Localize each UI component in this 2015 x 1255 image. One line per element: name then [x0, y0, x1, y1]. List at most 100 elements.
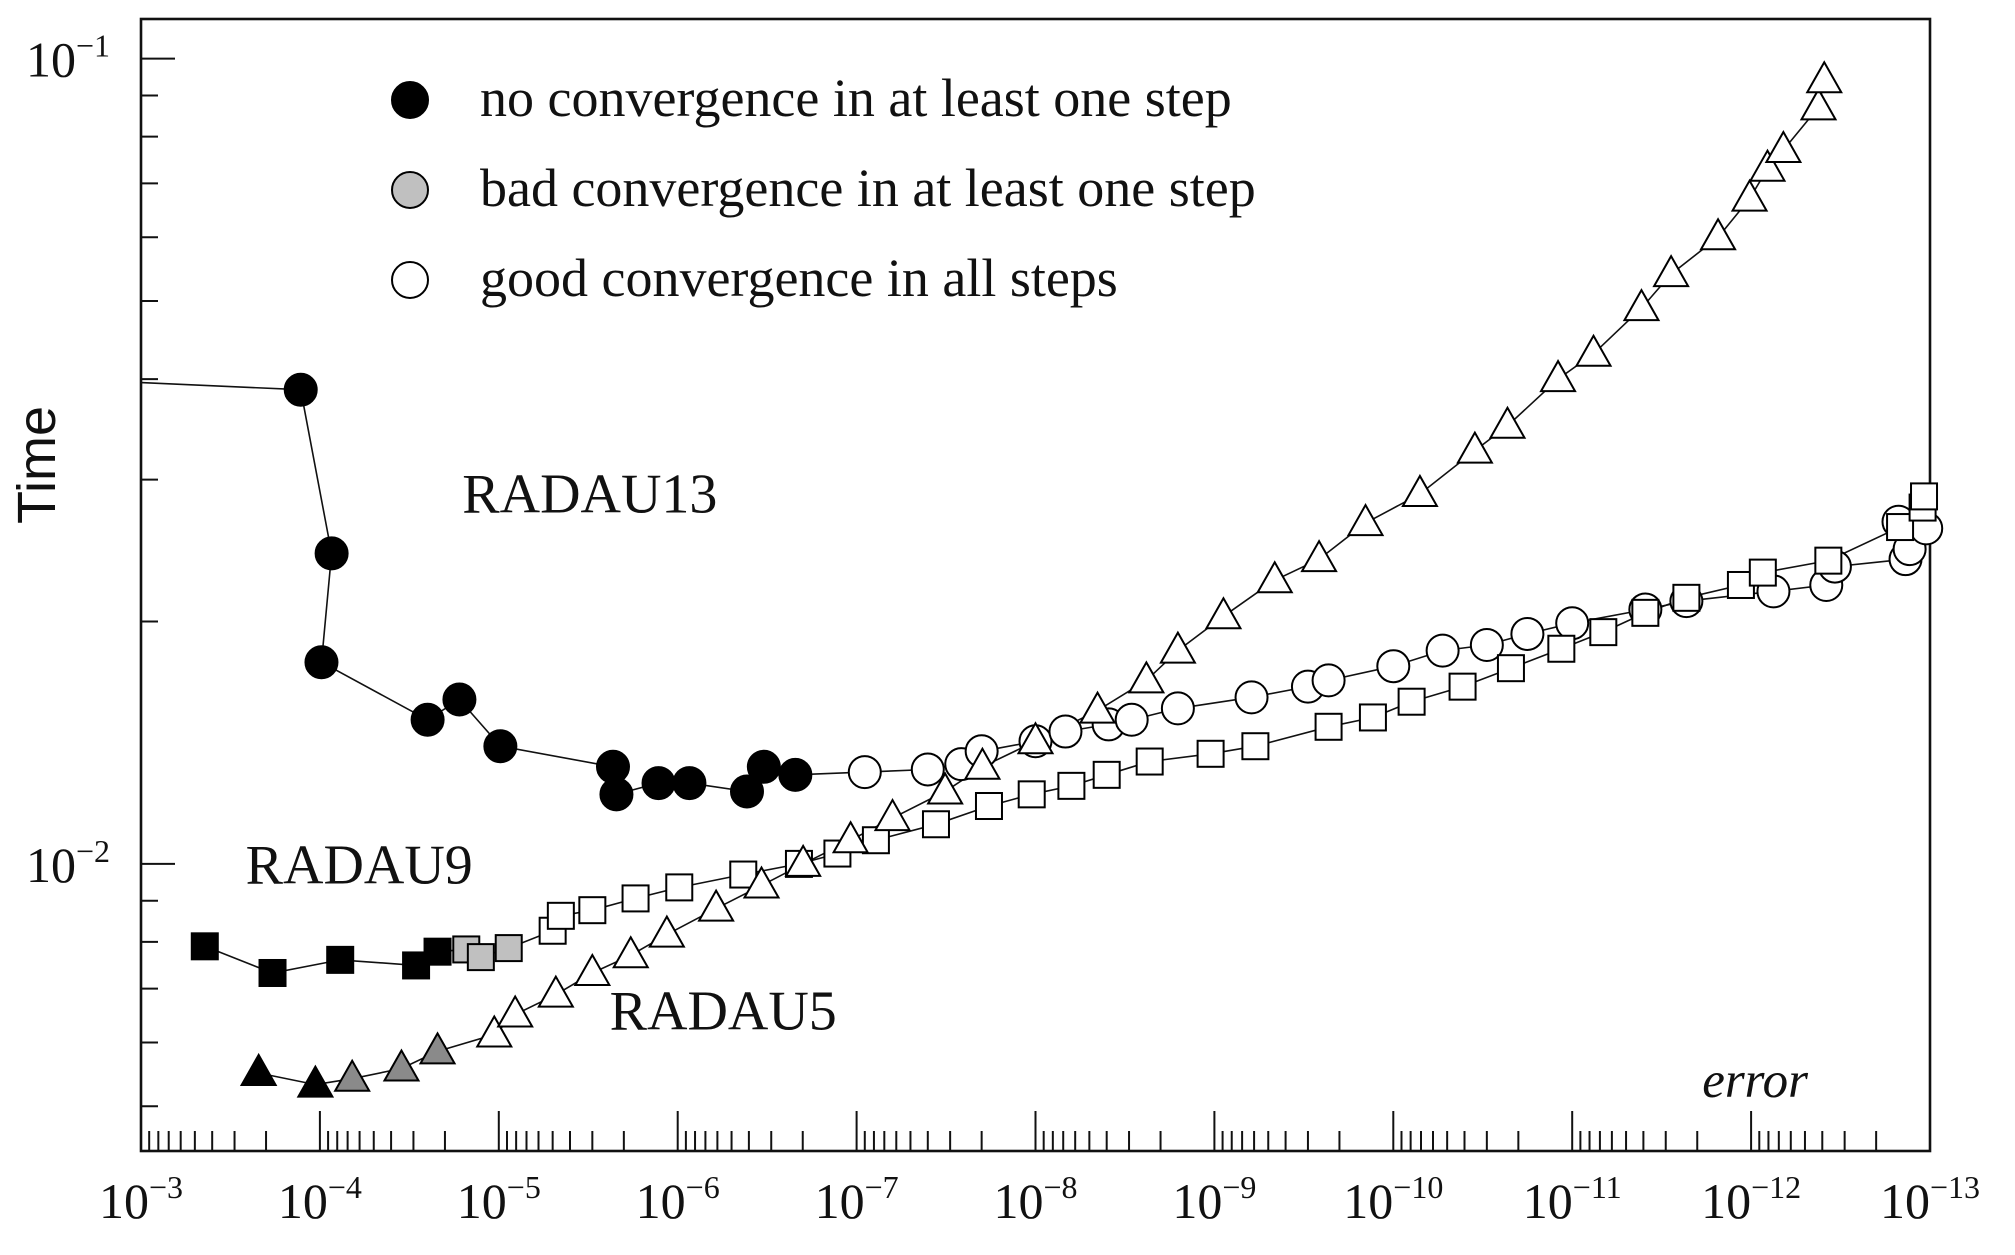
series-annotation-radau13: RADAU13	[462, 464, 717, 526]
series-markers	[190, 60, 1944, 1098]
data-point-radau13-12	[746, 749, 781, 784]
data-point-radau9-17	[921, 810, 950, 839]
data-point-radau9-12	[665, 873, 694, 902]
data-point-radau13-15	[910, 752, 945, 787]
data-point-radau5-1	[296, 1064, 335, 1098]
data-point-radau5-8	[573, 952, 612, 986]
x-tick-label: 10−4	[278, 1169, 362, 1229]
data-point-radau9-26	[1358, 703, 1387, 732]
data-point-radau5-12	[742, 865, 781, 899]
x-axis-label: error	[1702, 1053, 1808, 1109]
data-point-radau5-29	[1539, 359, 1577, 393]
y-tick-label: 10−1	[26, 28, 110, 88]
data-point-radau5-35	[1748, 148, 1787, 182]
data-point-radau9-19	[1017, 780, 1046, 809]
data-point-radau13-10	[672, 766, 707, 801]
data-point-radau5-23	[1256, 560, 1294, 594]
data-point-radau5-16	[926, 771, 964, 805]
x-tick-label: 10−7	[815, 1169, 899, 1229]
y-tick-label: 10−2	[26, 833, 110, 893]
x-tick-label: 10−12	[1701, 1169, 1801, 1229]
data-point-radau13-29	[1510, 616, 1545, 651]
x-tick-label: 10−10	[1343, 1169, 1443, 1229]
data-point-radau13-4	[410, 702, 445, 737]
y-axis-label: Time	[7, 406, 67, 524]
data-point-radau5-20	[1127, 660, 1166, 694]
data-point-radau5-10	[648, 914, 686, 948]
data-point-radau13-1	[283, 372, 318, 407]
data-point-radau9-21	[1092, 760, 1121, 789]
x-tick-label: 10−8	[993, 1169, 1077, 1229]
x-tick-label: 10−5	[457, 1169, 541, 1229]
data-point-radau5-14	[831, 820, 870, 854]
data-point-radau5-30	[1574, 333, 1613, 367]
data-point-radau5-37	[1799, 87, 1838, 121]
x-tick-label: 10−3	[99, 1169, 183, 1229]
data-point-radau5-5	[475, 1014, 513, 1048]
data-point-radau9-4	[423, 937, 452, 966]
data-point-radau9-24	[1241, 732, 1270, 761]
data-point-radau9-22	[1135, 747, 1164, 776]
data-point-radau5-21	[1159, 630, 1197, 664]
data-point-radau5-13	[784, 843, 822, 877]
data-point-radau13-11	[729, 774, 764, 809]
data-point-radau5-32	[1652, 254, 1690, 288]
data-point-radau13-13	[778, 757, 813, 792]
data-point-radau9-25	[1314, 712, 1343, 741]
data-point-radau5-4	[418, 1031, 457, 1065]
data-point-radau5-38	[1805, 60, 1843, 94]
data-point-radau9-39	[1910, 482, 1939, 511]
data-point-radau13-25	[1311, 663, 1346, 698]
legend: no convergence in at least one step bad c…	[391, 68, 1256, 308]
data-point-radau9-6	[466, 943, 495, 972]
data-point-radau13-3	[304, 645, 339, 680]
data-point-radau9-9	[546, 901, 575, 930]
data-point-radau9-30	[1547, 634, 1576, 663]
data-point-radau5-22	[1204, 596, 1243, 630]
data-point-radau5-36	[1764, 130, 1803, 164]
data-point-radau5-25	[1346, 503, 1385, 537]
data-point-radau9-36	[1814, 546, 1843, 575]
series-annotation-radau5: RADAU5	[610, 980, 837, 1042]
data-point-radau9-7	[494, 934, 523, 963]
data-point-radau9-23	[1196, 739, 1225, 768]
data-point-radau5-28	[1488, 405, 1527, 439]
data-point-radau13-30	[1555, 606, 1590, 641]
data-point-radau13-21	[1114, 702, 1149, 737]
data-point-radau5-26	[1401, 473, 1439, 507]
legend-marker-1	[391, 171, 429, 209]
data-point-radau9-2	[326, 945, 355, 974]
data-point-radau5-24	[1300, 539, 1338, 573]
legend-label-1: bad convergence in at least one step	[480, 158, 1256, 218]
data-point-radau13-9	[641, 766, 676, 801]
data-point-radau9-1	[258, 958, 287, 987]
data-point-radau5-15	[873, 798, 912, 832]
data-point-radau9-33	[1672, 583, 1701, 612]
data-point-radau5-6	[496, 994, 534, 1028]
data-point-radau5-19	[1078, 690, 1117, 724]
data-point-radau5-17	[963, 746, 1002, 780]
data-point-radau9-11	[621, 884, 650, 913]
data-point-radau13-22	[1160, 691, 1195, 726]
data-point-radau9-16	[861, 826, 890, 855]
x-tick-label: 10−11	[1523, 1169, 1622, 1229]
x-tick-label: 10−13	[1880, 1169, 1980, 1229]
data-point-radau13-26	[1376, 649, 1411, 684]
data-point-radau9-20	[1057, 771, 1086, 800]
y-axis: 10−1 10−2	[26, 28, 175, 1108]
data-point-radau13-2	[314, 536, 349, 571]
series-line-radau5	[258, 80, 1826, 1086]
data-point-radau9-27	[1397, 687, 1426, 716]
data-point-radau9-18	[974, 792, 1003, 821]
data-point-radau5-27	[1456, 430, 1494, 464]
data-point-radau5-33	[1699, 217, 1737, 251]
legend-label-0: no convergence in at least one step	[480, 68, 1232, 128]
data-point-radau9-31	[1589, 618, 1618, 647]
data-point-radau13-27	[1425, 633, 1460, 668]
x-axis: 10−3 10−4 10−5 10−6 10−7 10−8 10−9 10−10 10−11 10…	[99, 1111, 1980, 1229]
data-point-radau5-9	[612, 935, 650, 969]
data-point-radau13-8	[599, 777, 634, 812]
data-point-radau5-2	[333, 1058, 371, 1092]
series-lines	[140, 80, 1927, 1086]
